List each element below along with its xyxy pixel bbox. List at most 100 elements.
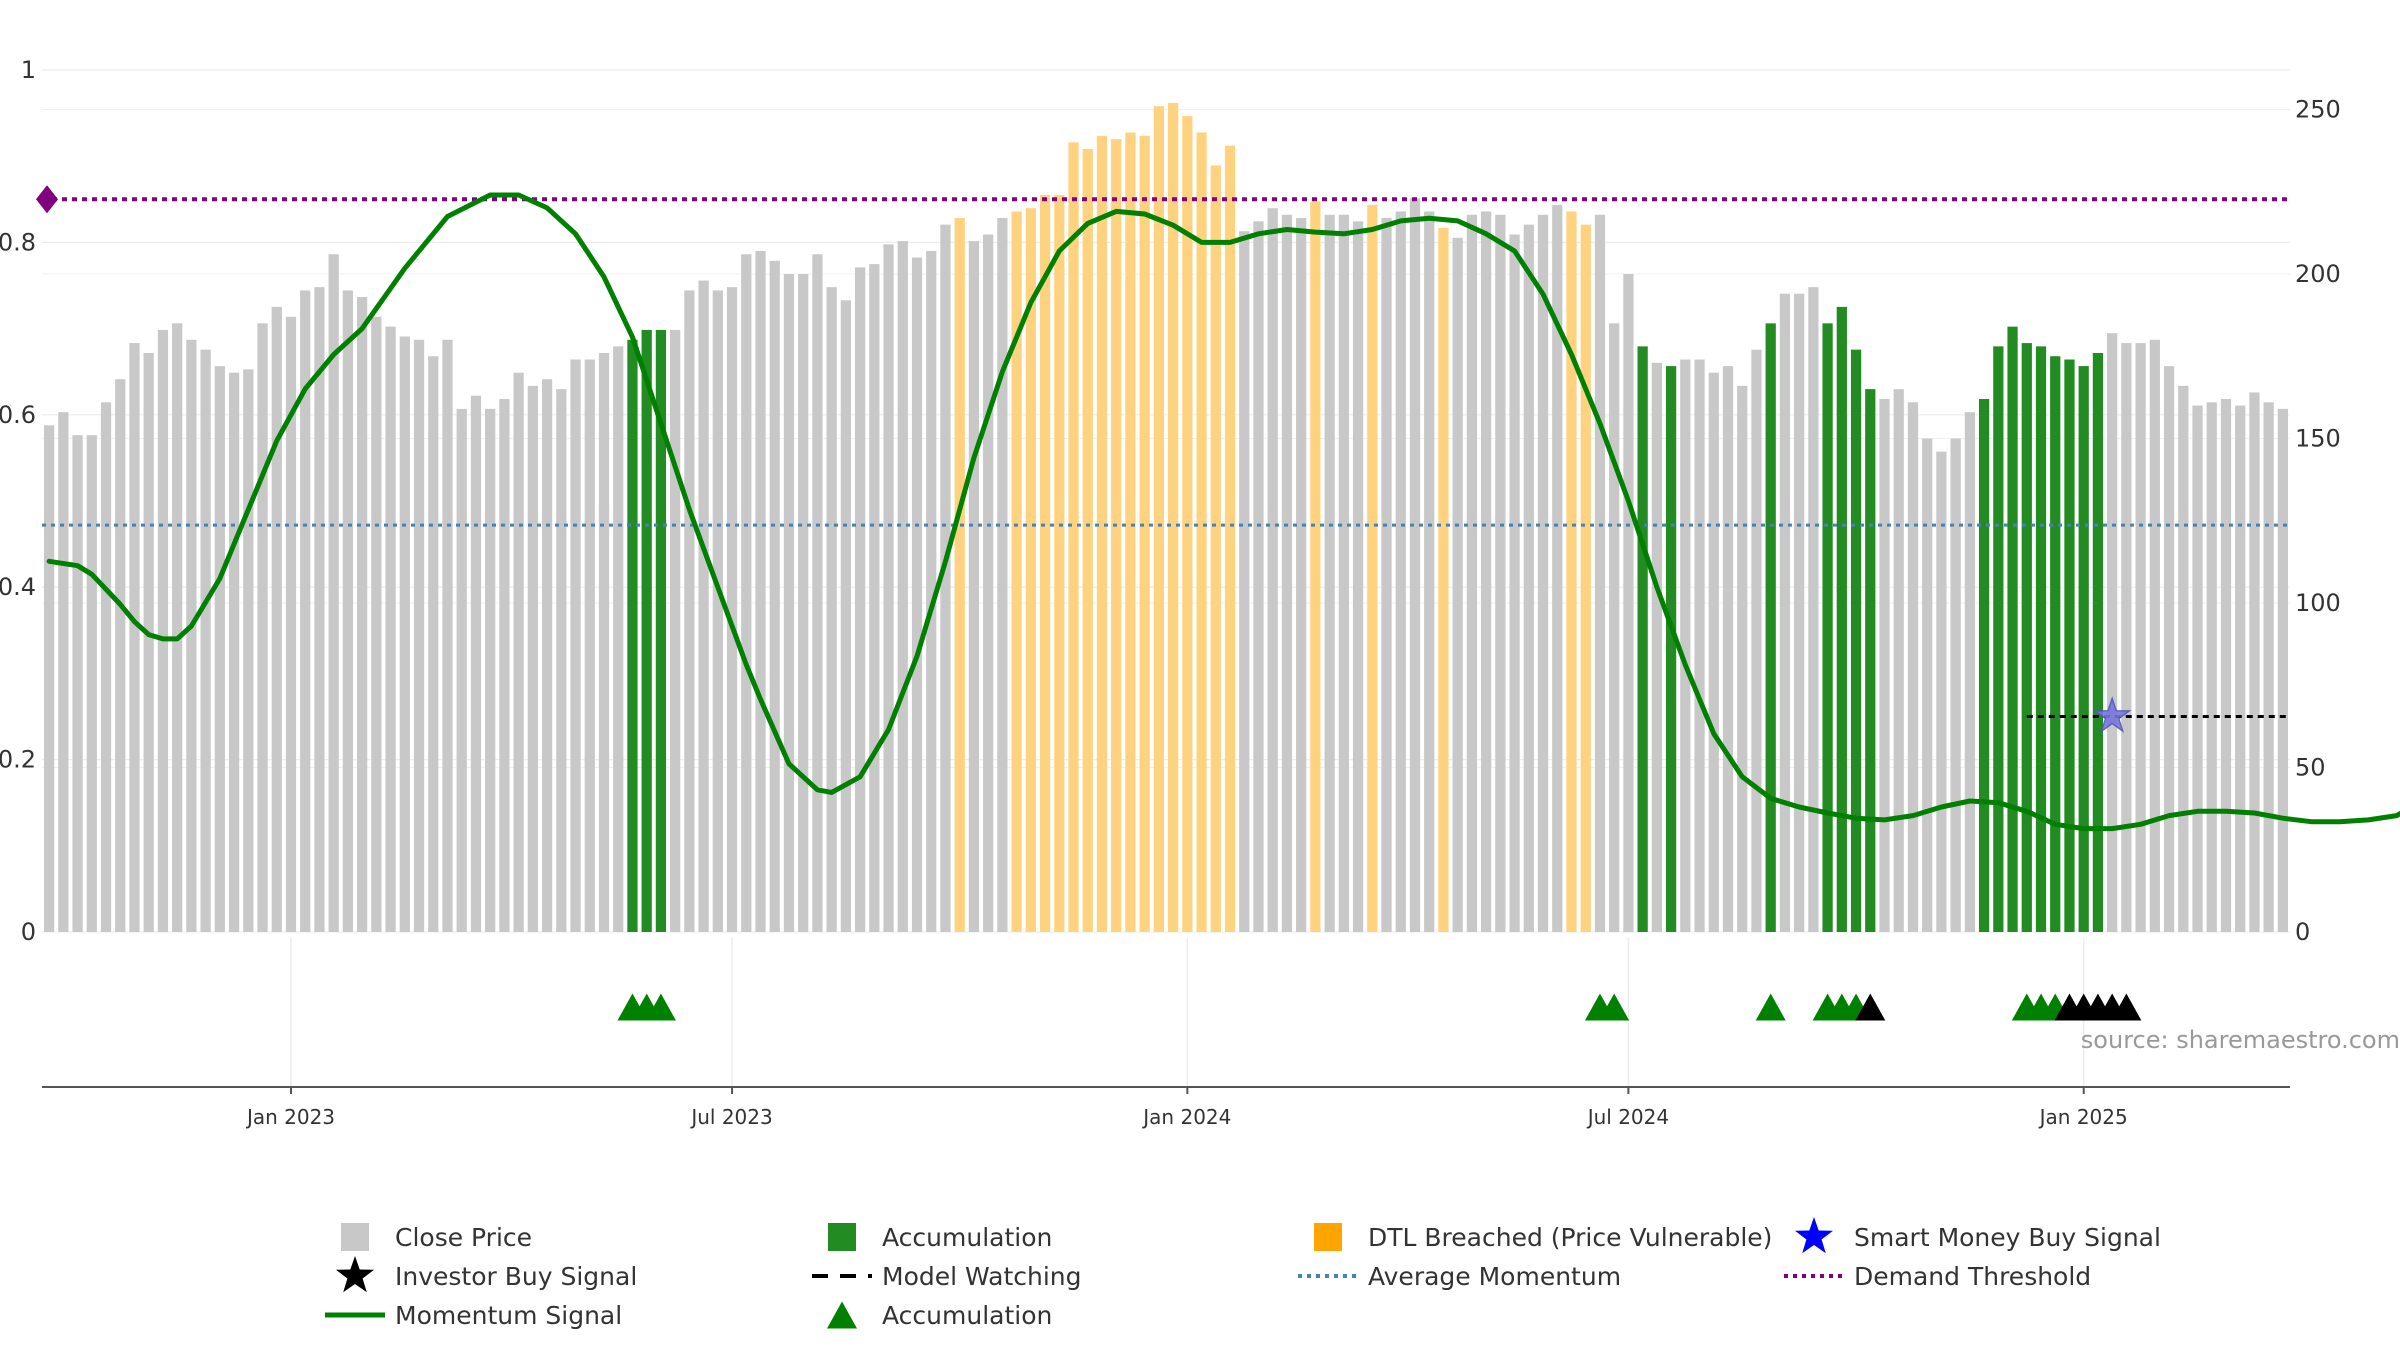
- close-price-bar: [1267, 208, 1278, 932]
- close-price-bar: [2121, 343, 2132, 933]
- close-price-bar: [470, 395, 482, 933]
- x-tick-label: Jan 2024: [1141, 1105, 1231, 1129]
- dtl-breached-bar: [1566, 211, 1577, 933]
- legend-item: Investor Buy Signal: [336, 1256, 637, 1293]
- close-price-bar: [228, 372, 240, 932]
- close-price-bar: [1537, 214, 1549, 932]
- x-tick-label: Jul 2024: [1586, 1105, 1669, 1129]
- legend-label: Accumulation: [882, 1223, 1052, 1252]
- legend-item: DTL Breached (Price Vulnerable): [1314, 1223, 1772, 1252]
- close-price-bar: [556, 389, 567, 932]
- legend-swatch: [828, 1223, 856, 1251]
- dtl-breached-bar: [1438, 227, 1449, 933]
- close-price-bar: [2178, 385, 2189, 933]
- close-price-bar: [200, 349, 211, 932]
- close-price-bar: [1395, 211, 1406, 933]
- close-price-bar: [1808, 287, 1819, 933]
- close-price-bar: [826, 287, 837, 933]
- close-price-bar: [1936, 451, 1947, 932]
- legend-label: Accumulation: [882, 1301, 1052, 1330]
- dtl-breached-bar: [1196, 132, 1207, 932]
- accumulation-bar: [1765, 323, 1776, 932]
- close-price-bar: [1694, 359, 1705, 932]
- accumulation-bar: [655, 329, 667, 932]
- close-price-bar: [1481, 211, 1492, 933]
- x-tick-label: Jan 2025: [2038, 1105, 2128, 1129]
- close-price-bar: [1623, 273, 1634, 932]
- close-price-bar: [2249, 392, 2260, 932]
- close-price-bar: [911, 257, 923, 932]
- close-price-bar: [1509, 234, 1520, 933]
- investor-signal-triangle: [1855, 993, 1886, 1021]
- close-price-bar: [499, 399, 510, 932]
- close-price-bar: [2220, 399, 2232, 932]
- smart-money-star: [2092, 696, 2132, 734]
- dtl-breached-bar: [1125, 132, 1136, 932]
- close-price-bar: [2206, 402, 2217, 932]
- right-axis-tick: 250: [2295, 95, 2341, 123]
- right-axis-tick: 150: [2295, 424, 2341, 452]
- close-price-bar: [43, 425, 55, 932]
- dtl-breached-bar: [1153, 106, 1165, 932]
- close-price-bar: [798, 273, 809, 932]
- close-price-bar: [172, 323, 183, 932]
- close-price-bar: [243, 369, 254, 932]
- close-price-bar: [1495, 214, 1506, 932]
- close-price-bar: [2192, 405, 2203, 933]
- dtl-breached-bar: [1310, 201, 1321, 933]
- close-price-bar: [143, 352, 154, 933]
- close-price-bar: [883, 244, 894, 933]
- close-price-bar: [1651, 362, 1662, 933]
- x-tick-label: Jul 2023: [689, 1105, 772, 1129]
- close-price-bar: [1722, 366, 1734, 932]
- right-axis-tick: 100: [2295, 589, 2341, 617]
- dtl-breached-bar: [1580, 224, 1591, 932]
- legend-item: Smart Money Buy Signal: [1795, 1217, 2161, 1254]
- accumulation-bar: [1836, 306, 1847, 932]
- close-price-bar: [342, 290, 354, 932]
- close-price-bar: [371, 316, 382, 932]
- right-axis-tick: 0: [2295, 918, 2310, 946]
- accumulation-bar: [1822, 323, 1833, 932]
- close-price-bar: [1296, 218, 1307, 932]
- close-price-bar: [1281, 214, 1293, 932]
- accumulation-bar: [2035, 346, 2047, 932]
- accumulation-bar: [2078, 366, 2089, 932]
- close-price-bar: [712, 290, 723, 932]
- close-price-bar: [897, 241, 908, 932]
- legend-label: Smart Money Buy Signal: [1854, 1223, 2161, 1252]
- dtl-breached-bar: [1096, 135, 1108, 933]
- close-price-bar: [300, 290, 311, 932]
- legend-label: DTL Breached (Price Vulnerable): [1368, 1223, 1772, 1252]
- left-axis-tick: 0.4: [0, 573, 36, 601]
- close-price-bar: [1338, 214, 1349, 932]
- close-price-bar: [72, 435, 83, 932]
- accumulation-bar: [1637, 346, 1648, 932]
- legend-label: Model Watching: [882, 1262, 1082, 1291]
- close-price-bar: [1794, 293, 1805, 932]
- legend-star: [1795, 1217, 1833, 1254]
- legend-label: Average Momentum: [1368, 1262, 1621, 1291]
- close-price-bar: [812, 254, 823, 933]
- legend-triangle: [827, 1301, 857, 1329]
- close-price-bar: [86, 435, 97, 932]
- close-price-bar: [541, 379, 553, 932]
- signal-strip: [617, 993, 2142, 1021]
- dtl-breached-bar: [1054, 195, 1065, 933]
- close-price-bar: [1950, 438, 1961, 932]
- close-price-bar: [684, 290, 695, 932]
- legend-swatch: [341, 1223, 369, 1251]
- close-price-bar: [527, 385, 538, 933]
- close-price-bar: [428, 356, 439, 932]
- close-price-bar: [1381, 218, 1392, 932]
- close-price-bar: [314, 287, 325, 933]
- accumulation-triangle: [1755, 993, 1786, 1021]
- dtl-breached-bar: [1210, 165, 1221, 932]
- close-price-bar: [1523, 224, 1534, 932]
- close-price-bar: [869, 264, 880, 932]
- close-price-bar: [584, 359, 595, 932]
- left-axis-tick: 0: [21, 918, 36, 946]
- close-price-bar: [1466, 214, 1478, 932]
- close-price-bar: [741, 254, 752, 933]
